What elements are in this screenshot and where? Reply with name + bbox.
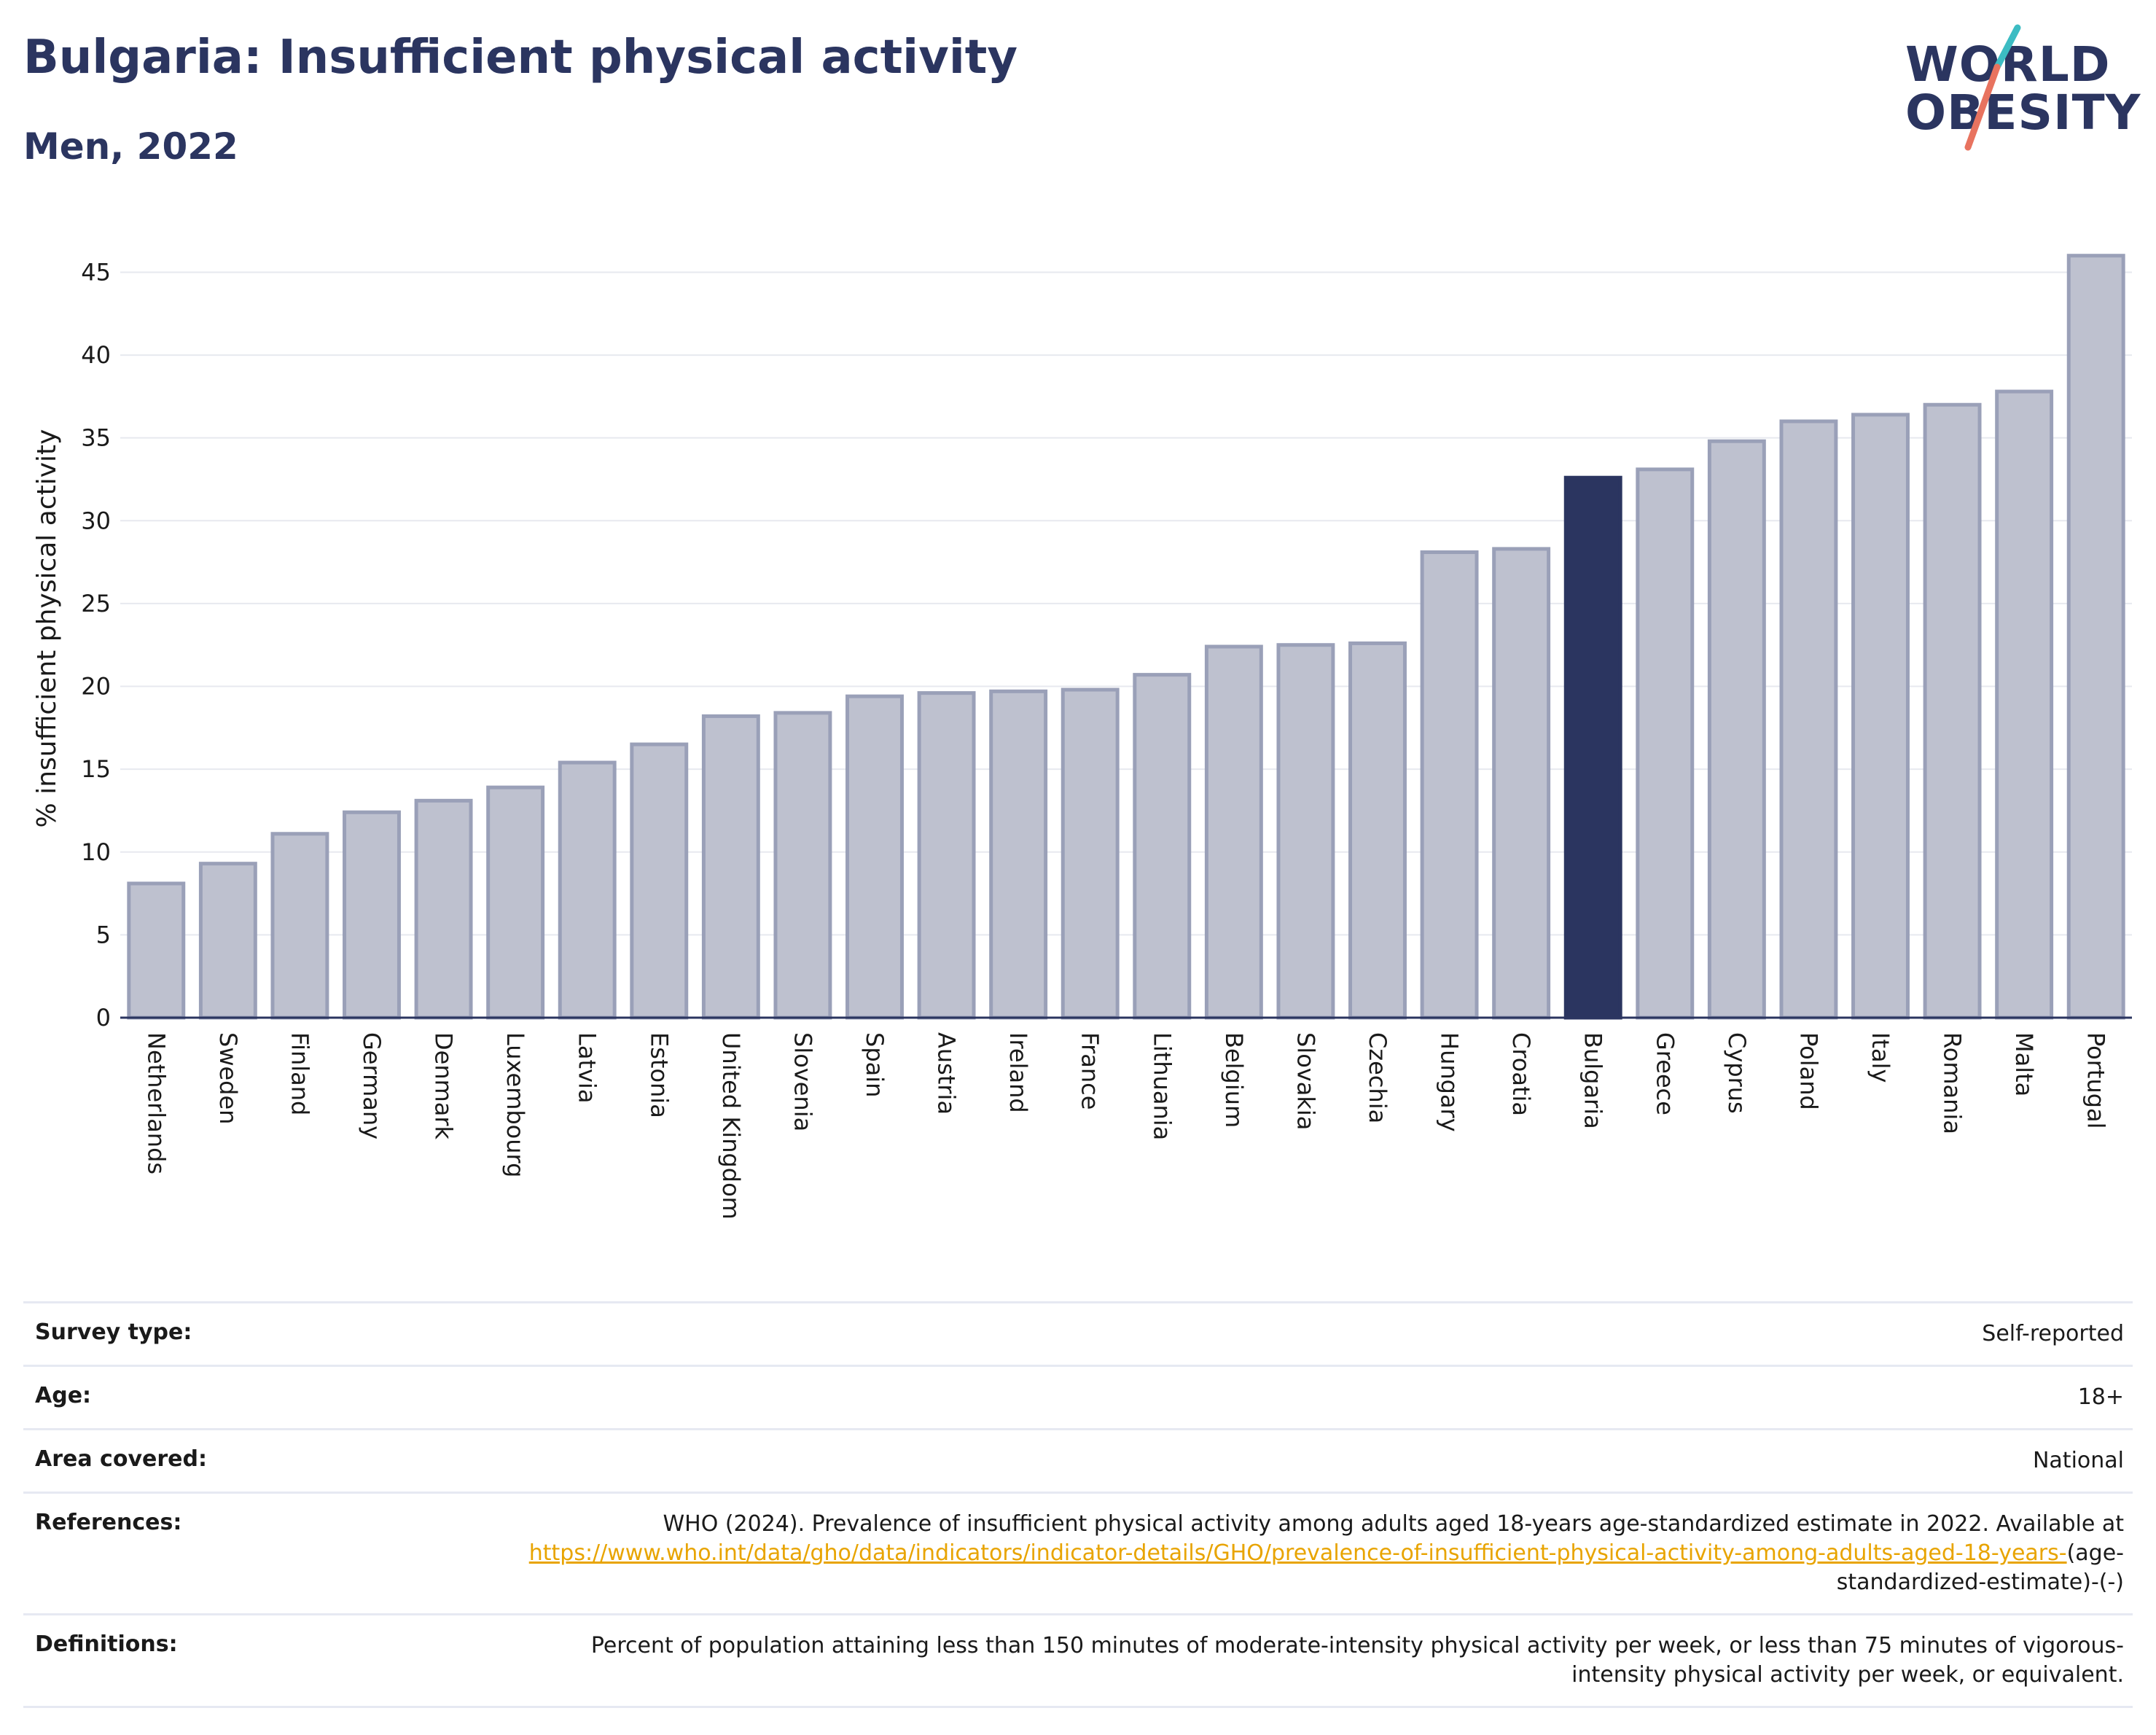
- x-tick-label: Greece: [1651, 1032, 1679, 1115]
- x-tick-label: Cyprus: [1723, 1032, 1751, 1114]
- x-tick-label: Luxembourg: [501, 1032, 529, 1177]
- details-row-references: References: WHO (2024). Prevalence of in…: [23, 1492, 2133, 1613]
- x-tick-label: Portugal: [2082, 1032, 2110, 1129]
- bar-greece: [1636, 467, 1695, 1020]
- y-tick-label: 10: [81, 838, 111, 866]
- area-covered-label: Area covered:: [35, 1446, 207, 1472]
- x-tick-label: Finland: [286, 1032, 313, 1115]
- x-axis-labels: Netherlands Sweden Finland Germany Denmark Lu…: [142, 1032, 2109, 1220]
- x-tick-label: Estonia: [645, 1032, 673, 1118]
- y-tick-label: 35: [81, 424, 111, 452]
- y-tick-label: 30: [81, 507, 111, 534]
- y-tick-label: 40: [81, 341, 111, 369]
- bar-netherlands: [127, 881, 186, 1020]
- x-tick-label: Bulgaria: [1579, 1032, 1607, 1129]
- x-tick-label: Slovenia: [789, 1032, 816, 1131]
- definitions-value: Percent of population attaining less tha…: [590, 1633, 2124, 1688]
- x-tick-label: Slovakia: [1292, 1032, 1319, 1130]
- x-tick-label: Lithuania: [1148, 1032, 1176, 1140]
- bar-romania: [1923, 402, 1982, 1020]
- bar-latvia: [558, 760, 617, 1020]
- x-tick-label: Latvia: [574, 1032, 601, 1103]
- logo-line-2: OBESITY: [1905, 85, 2141, 141]
- bar-cyprus: [1707, 439, 1766, 1020]
- area-covered-value: National: [2032, 1448, 2124, 1473]
- references-label: References:: [35, 1510, 182, 1535]
- x-tick-label: Sweden: [214, 1032, 242, 1124]
- x-tick-label: Belgium: [1220, 1032, 1248, 1128]
- age-value: 18+: [2077, 1384, 2124, 1410]
- bar-belgium: [1204, 644, 1263, 1020]
- bar-portugal: [2066, 254, 2125, 1020]
- x-tick-label: Italy: [1867, 1032, 1894, 1083]
- bar-bulgaria: [1563, 475, 1622, 1020]
- references-value: WHO (2024). Prevalence of insufficient p…: [448, 1510, 2124, 1597]
- bar-spain: [845, 694, 904, 1020]
- bar-finland: [270, 832, 329, 1020]
- bar-italy: [1851, 413, 1910, 1020]
- definitions-label: Definitions:: [35, 1631, 178, 1657]
- x-tick-label: Austria: [933, 1032, 961, 1115]
- x-tick-label: Spain: [861, 1032, 888, 1097]
- x-tick-label: Hungary: [1436, 1032, 1464, 1132]
- details-row-definitions: Definitions: Percent of population attai…: [23, 1613, 2133, 1708]
- x-tick-label: Germany: [358, 1032, 386, 1139]
- x-tick-label: Ireland: [1004, 1032, 1032, 1113]
- y-axis-label: % insufficient physical activity: [32, 429, 62, 828]
- x-tick-label: Romania: [1939, 1032, 1966, 1134]
- bar-germany: [343, 810, 401, 1020]
- x-tick-label: Poland: [1794, 1032, 1822, 1110]
- y-tick-label: 25: [81, 590, 111, 617]
- y-tick-label: 20: [81, 673, 111, 701]
- bar-estonia: [630, 742, 689, 1020]
- bar-poland: [1779, 419, 1838, 1020]
- details-row-area: Area covered: National: [23, 1428, 2133, 1492]
- chart-title: Bulgaria: Insufficient physical activity: [23, 31, 1018, 85]
- bar-france: [1061, 687, 1120, 1020]
- world-obesity-logo: WORLD OBESITY: [1895, 22, 2143, 153]
- y-tick-label: 45: [81, 258, 111, 286]
- y-tick-label: 0: [96, 1004, 111, 1032]
- bar-denmark: [414, 798, 473, 1020]
- bar-slovakia: [1276, 643, 1335, 1020]
- references-link[interactable]: https://www.who.int/data/gho/data/indica…: [528, 1540, 2067, 1566]
- x-tick-label: Czechia: [1364, 1032, 1391, 1123]
- survey-type-label: Survey type:: [35, 1319, 192, 1345]
- x-tick-label: Malta: [2010, 1032, 2038, 1096]
- bar-slovenia: [773, 711, 832, 1020]
- bar-luxembourg: [486, 785, 545, 1020]
- logo-slash-icon: [1964, 24, 2021, 151]
- bar-hungary: [1420, 550, 1479, 1020]
- bar-ireland: [989, 689, 1048, 1020]
- bar-sweden: [198, 862, 257, 1020]
- references-suffix: (age-standardized-estimate)-(-): [1836, 1540, 2124, 1595]
- bar-malta: [1995, 389, 2054, 1020]
- bar-united-kingdom: [701, 714, 760, 1020]
- age-label: Age:: [35, 1383, 92, 1408]
- details-table: Survey type: Self-reported Age: 18+ Area…: [23, 1301, 2133, 1708]
- x-tick-label: Denmark: [430, 1032, 458, 1140]
- x-tick-label: France: [1077, 1032, 1104, 1110]
- details-row-age: Age: 18+: [23, 1365, 2133, 1428]
- x-tick-label: United Kingdom: [717, 1032, 745, 1220]
- bar-chart: 0 5 10 15 20 25 30 35 40 45 Netherlands Sweden Finl…: [32, 254, 2132, 1220]
- chart-subtitle: Men, 2022: [23, 125, 238, 168]
- references-text: WHO (2024). Prevalence of insufficient p…: [663, 1511, 2124, 1537]
- bar-croatia: [1492, 547, 1551, 1020]
- bars: [127, 254, 2125, 1020]
- x-tick-label: Netherlands: [142, 1032, 170, 1174]
- y-tick-label: 5: [96, 921, 111, 948]
- y-axis-ticks: 0 5 10 15 20 25 30 35 40 45: [81, 258, 111, 1032]
- bar-lithuania: [1133, 673, 1192, 1020]
- survey-type-value: Self-reported: [1982, 1321, 2124, 1346]
- bar-austria: [917, 691, 976, 1020]
- x-tick-label: Croatia: [1507, 1032, 1535, 1116]
- bar-czechia: [1348, 641, 1407, 1020]
- y-tick-label: 15: [81, 755, 111, 783]
- details-row-survey-type: Survey type: Self-reported: [23, 1301, 2133, 1365]
